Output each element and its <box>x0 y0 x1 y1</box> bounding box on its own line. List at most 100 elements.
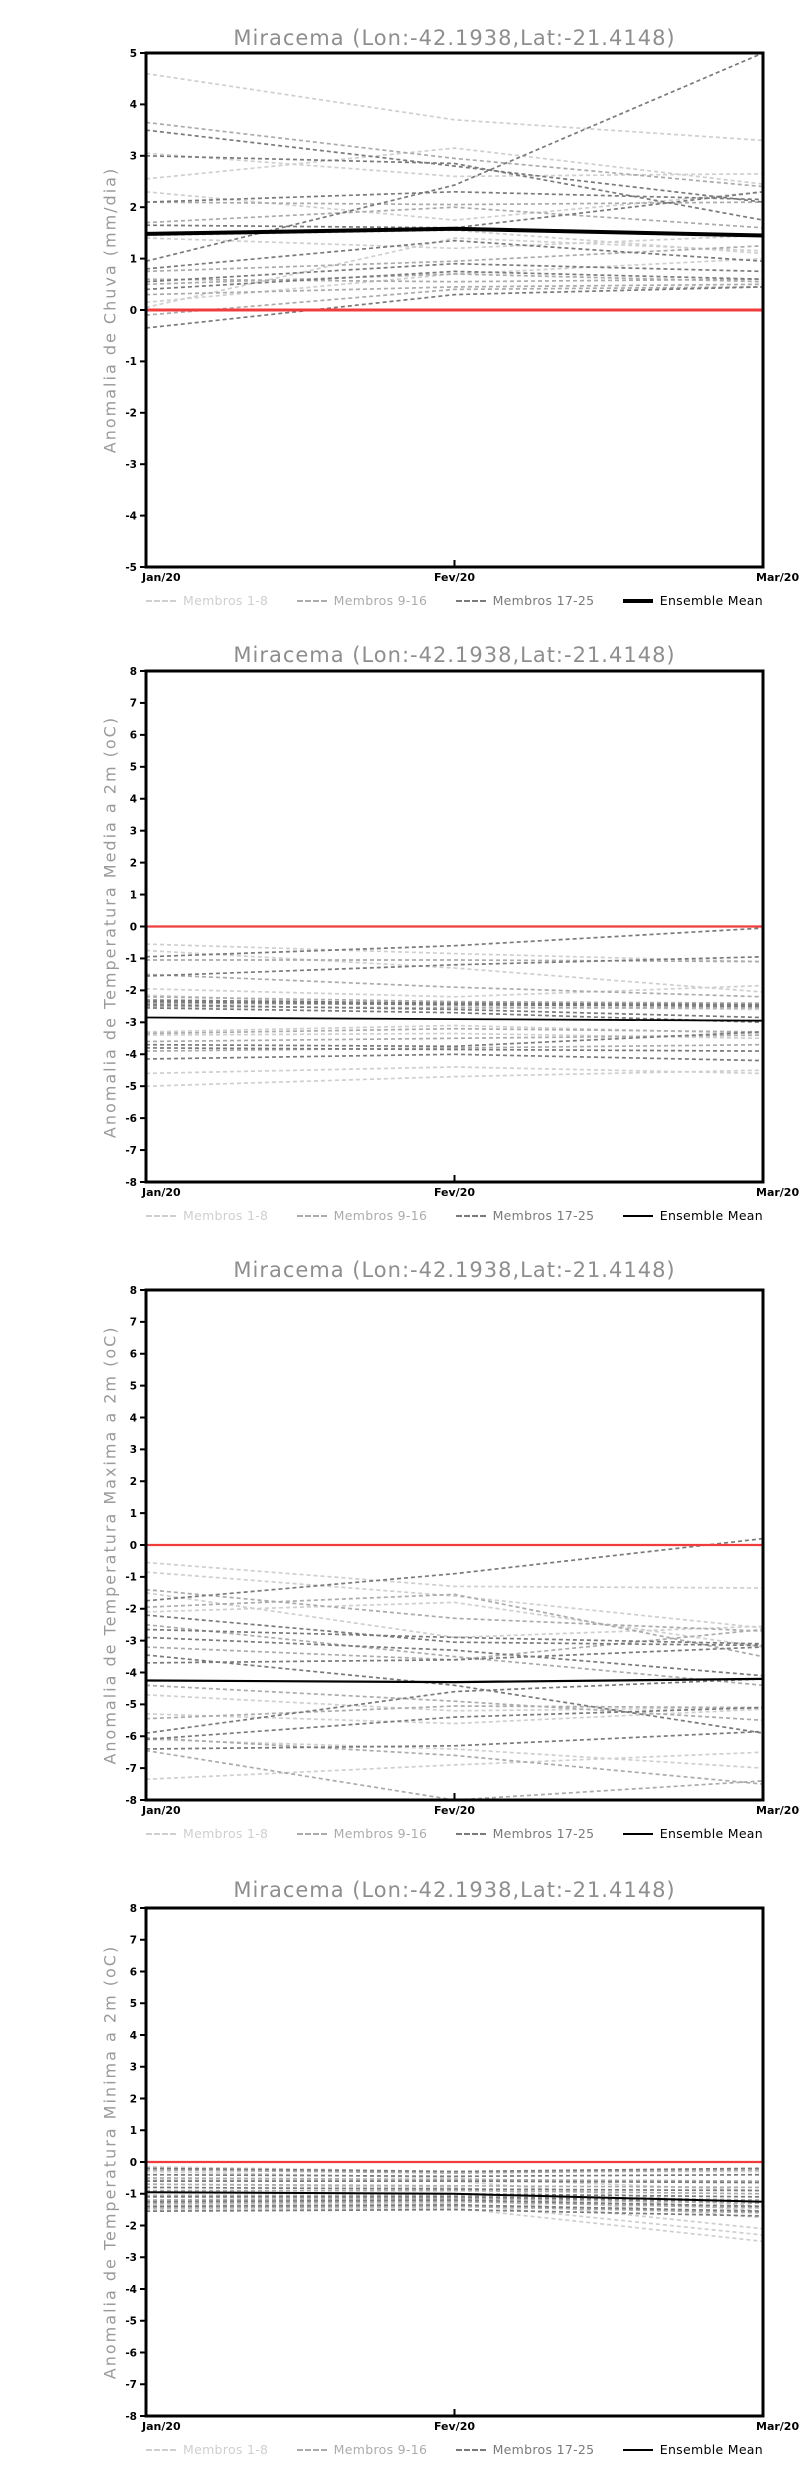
legend-label: Membros 9-16 <box>333 1826 428 1841</box>
svg-text:3: 3 <box>130 825 137 837</box>
legend: Membros 1-8 Membros 9-16 Membros 17-25 E… <box>146 1826 763 1841</box>
svg-text:-8: -8 <box>125 1177 137 1188</box>
svg-text:8: 8 <box>130 1903 137 1915</box>
solid-line-swatch <box>622 598 653 603</box>
legend-item-ensemble-mean: Ensemble Mean <box>622 593 763 608</box>
chart-max-temperature-anomaly: Miracema (Lon:-42.1938,Lat:-21.4148) Ano… <box>0 1258 800 1870</box>
svg-text:5: 5 <box>130 1998 137 2010</box>
dashed-line-swatch <box>146 1832 176 1835</box>
svg-text:4: 4 <box>130 2030 137 2042</box>
legend-label: Membros 9-16 <box>333 2442 428 2457</box>
svg-text:6: 6 <box>130 730 137 742</box>
dashed-line-swatch <box>296 1214 327 1217</box>
svg-text:7: 7 <box>130 1935 137 1947</box>
member-lines-group-2 <box>145 1588 764 1801</box>
x-tick-label-fev: Fev/20 <box>433 571 476 584</box>
svg-text:2: 2 <box>130 1476 137 1488</box>
solid-line-swatch <box>622 1214 653 1217</box>
svg-text:-1: -1 <box>125 1572 137 1584</box>
legend-label: Ensemble Mean <box>659 593 763 608</box>
legend-label: Membros 17-25 <box>492 593 595 608</box>
svg-text:-4: -4 <box>125 510 137 522</box>
dashed-line-swatch <box>455 1832 486 1835</box>
svg-text:1: 1 <box>130 889 137 901</box>
svg-text:-2: -2 <box>125 2220 137 2232</box>
dashed-line-swatch <box>146 2448 176 2451</box>
legend-item-ensemble-mean: Ensemble Mean <box>622 2442 763 2457</box>
legend-item-membros-1-8: Membros 1-8 <box>146 1826 268 1841</box>
y-axis-ticks: -5 -4 -3 -2 -1 0 1 2 3 4 5 <box>125 48 146 573</box>
x-tick-label-fev: Fev/20 <box>433 1804 476 1817</box>
svg-text:-1: -1 <box>125 2189 137 2201</box>
svg-text:6: 6 <box>130 1349 137 1361</box>
legend-label: Membros 1-8 <box>183 1208 269 1223</box>
svg-text:-5: -5 <box>125 1699 137 1711</box>
legend: Membros 1-8 Membros 9-16 Membros 17-25 E… <box>146 593 763 608</box>
plot-frame <box>144 51 765 569</box>
legend-label: Membros 17-25 <box>492 2442 595 2457</box>
x-tick-label-mar: Mar/20 <box>756 571 800 584</box>
member-lines-group-2 <box>145 121 764 316</box>
svg-text:-3: -3 <box>125 2252 137 2264</box>
legend-item-membros-9-16: Membros 9-16 <box>296 2442 428 2457</box>
x-tick-label-mar: Mar/20 <box>756 1186 800 1199</box>
svg-text:-3: -3 <box>125 459 137 471</box>
dashed-line-swatch <box>455 599 486 602</box>
svg-text:0: 0 <box>130 2157 137 2169</box>
plot-frame <box>144 1906 765 2418</box>
svg-text:-3: -3 <box>125 1017 137 1029</box>
legend: Membros 1-8 Membros 9-16 Membros 17-25 E… <box>146 1208 763 1223</box>
legend-item-membros-1-8: Membros 1-8 <box>146 1208 268 1223</box>
svg-text:3: 3 <box>130 2062 137 2074</box>
dashed-line-swatch <box>146 599 176 602</box>
svg-text:1: 1 <box>130 2125 137 2137</box>
svg-text:-7: -7 <box>125 1145 137 1157</box>
legend-label: Ensemble Mean <box>659 2442 763 2457</box>
svg-text:-4: -4 <box>125 2284 137 2296</box>
legend-label: Membros 1-8 <box>183 593 269 608</box>
chart-min-temperature-anomaly: Miracema (Lon:-42.1938,Lat:-21.4148) Ano… <box>0 1878 800 2472</box>
svg-text:2: 2 <box>130 857 137 869</box>
chart-title: Miracema (Lon:-42.1938,Lat:-21.4148) <box>233 1878 676 1902</box>
dashed-line-swatch <box>455 2448 486 2451</box>
svg-text:-8: -8 <box>125 2411 137 2422</box>
member-lines-group-3 <box>145 927 764 1062</box>
legend-label: Ensemble Mean <box>659 1826 763 1841</box>
plot-frame <box>144 669 765 1184</box>
legend-item-membros-9-16: Membros 9-16 <box>296 1826 428 1841</box>
svg-text:2: 2 <box>130 202 137 214</box>
svg-text:-5: -5 <box>125 2316 137 2328</box>
legend-item-membros-9-16: Membros 9-16 <box>296 593 428 608</box>
plot-area: -8 -7 -6 -5 -4 -3 -2 -1 0 1 2 3 4 5 6 7 8 <box>125 1903 765 2422</box>
svg-text:-1: -1 <box>125 356 137 368</box>
legend: Membros 1-8 Membros 9-16 Membros 17-25 E… <box>146 2442 763 2457</box>
x-tick-label-jan: Jan/20 <box>142 571 181 584</box>
svg-text:-5: -5 <box>125 562 137 573</box>
svg-text:-7: -7 <box>125 1763 137 1775</box>
svg-text:-4: -4 <box>125 1667 137 1679</box>
legend-label: Ensemble Mean <box>659 1208 763 1223</box>
solid-line-swatch <box>622 2448 653 2451</box>
plot-area: -8 -7 -6 -5 -4 -3 -2 -1 0 1 2 3 4 5 6 7 8 <box>125 666 765 1188</box>
x-tick-label-jan: Jan/20 <box>142 1186 181 1199</box>
svg-text:8: 8 <box>130 1285 137 1297</box>
svg-text:-3: -3 <box>125 1635 137 1647</box>
chart-title: Miracema (Lon:-42.1938,Lat:-21.4148) <box>233 26 676 50</box>
svg-text:-4: -4 <box>125 1049 137 1061</box>
y-axis-ticks: -8 -7 -6 -5 -4 -3 -2 -1 0 1 2 3 4 5 6 7 8 <box>125 1903 146 2422</box>
legend-item-membros-9-16: Membros 9-16 <box>296 1208 428 1223</box>
legend-label: Membros 9-16 <box>333 593 428 608</box>
legend-label: Membros 9-16 <box>333 1208 428 1223</box>
svg-text:-1: -1 <box>125 953 137 965</box>
x-tick-label-jan: Jan/20 <box>142 2420 181 2433</box>
svg-text:3: 3 <box>130 1444 137 1456</box>
svg-text:4: 4 <box>130 794 137 806</box>
dashed-line-swatch <box>296 599 327 602</box>
dashed-line-swatch <box>296 1832 327 1835</box>
svg-text:-8: -8 <box>125 1795 137 1806</box>
svg-text:2: 2 <box>130 2093 137 2105</box>
svg-text:0: 0 <box>130 921 137 933</box>
svg-text:7: 7 <box>130 698 137 710</box>
svg-text:8: 8 <box>130 666 137 678</box>
x-tick-label-fev: Fev/20 <box>433 1186 476 1199</box>
